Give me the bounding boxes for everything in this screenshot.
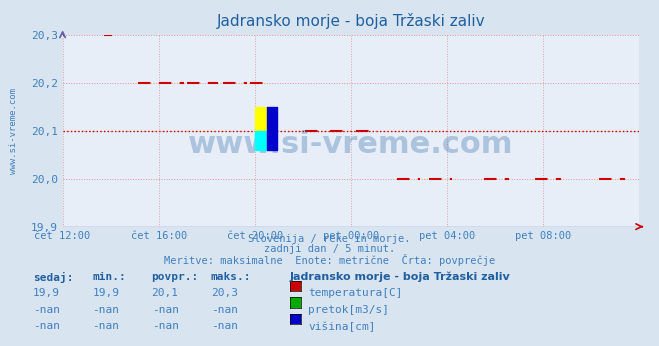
- Text: www.si-vreme.com: www.si-vreme.com: [188, 129, 513, 158]
- Text: 19,9: 19,9: [33, 288, 60, 298]
- Text: 20,1: 20,1: [152, 288, 179, 298]
- Text: višina[cm]: višina[cm]: [308, 321, 376, 332]
- Text: -nan: -nan: [92, 305, 119, 315]
- Text: temperatura[C]: temperatura[C]: [308, 288, 403, 298]
- Text: -nan: -nan: [92, 321, 119, 331]
- Text: 19,9: 19,9: [92, 288, 119, 298]
- Text: Jadransko morje - boja Tržaski zaliv: Jadransko morje - boja Tržaski zaliv: [290, 272, 511, 282]
- Text: www.si-vreme.com: www.si-vreme.com: [9, 88, 18, 174]
- Text: maks.:: maks.:: [211, 272, 251, 282]
- Text: -nan: -nan: [33, 321, 60, 331]
- Text: 20,3: 20,3: [211, 288, 238, 298]
- Text: -nan: -nan: [211, 321, 238, 331]
- Text: -nan: -nan: [211, 305, 238, 315]
- Text: pretok[m3/s]: pretok[m3/s]: [308, 305, 389, 315]
- Text: -nan: -nan: [33, 305, 60, 315]
- Text: -nan: -nan: [152, 305, 179, 315]
- Title: Jadransko morje - boja Tržaski zaliv: Jadransko morje - boja Tržaski zaliv: [217, 13, 485, 29]
- Text: -nan: -nan: [152, 321, 179, 331]
- Text: Slovenija / reke in morje.: Slovenija / reke in morje.: [248, 234, 411, 244]
- Text: sedaj:: sedaj:: [33, 272, 73, 283]
- Text: zadnji dan / 5 minut.: zadnji dan / 5 minut.: [264, 244, 395, 254]
- Text: Meritve: maksimalne  Enote: metrične  Črta: povprečje: Meritve: maksimalne Enote: metrične Črta…: [164, 254, 495, 266]
- Text: povpr.:: povpr.:: [152, 272, 199, 282]
- Text: min.:: min.:: [92, 272, 126, 282]
